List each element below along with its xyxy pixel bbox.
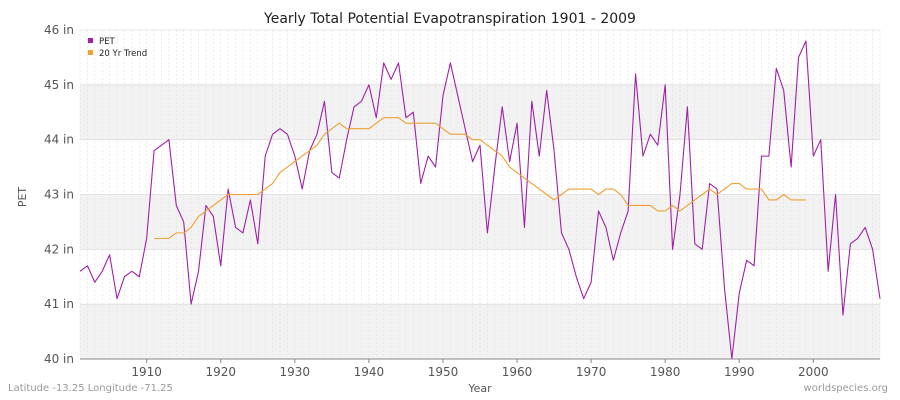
y-tick-label: 41 in [44,297,74,311]
x-tick-label: 1950 [428,365,459,379]
x-tick-label: 1960 [502,365,533,379]
legend-label-trend: 20 Yr Trend [99,49,147,59]
y-tick-label: 43 in [44,188,74,202]
legend-swatch-pet [88,38,93,43]
y-tick-label: 45 in [44,78,74,92]
x-tick-label: 2000 [798,365,829,379]
x-tick-label: 1920 [205,365,236,379]
chart-title: Yearly Total Potential Evapotranspiratio… [263,11,636,27]
x-tick-label: 1940 [354,365,385,379]
trend-series-line [154,117,806,239]
y-tick-label: 46 in [44,23,74,37]
x-tick-label: 1930 [280,365,311,379]
y-tick-label: 44 in [44,133,74,147]
y-axis-label: PET [16,187,29,208]
y-tick-label: 40 in [44,352,74,366]
y-tick-label: 42 in [44,242,74,256]
footer-source: worldspecies.org [803,383,888,394]
x-tick-label: 1970 [576,365,607,379]
x-tick-label: 1910 [131,365,162,379]
legend: PET 20 Yr Trend [88,37,147,59]
legend-swatch-trend [88,50,93,55]
pet-series-line [79,40,881,360]
x-tick-label: 1990 [724,365,755,379]
x-axis-label: Year [467,382,492,395]
legend-label-pet: PET [99,37,115,47]
x-tick-label: 1980 [650,365,681,379]
footer-location: Latitude -13.25 Longitude -71.25 [8,383,173,394]
